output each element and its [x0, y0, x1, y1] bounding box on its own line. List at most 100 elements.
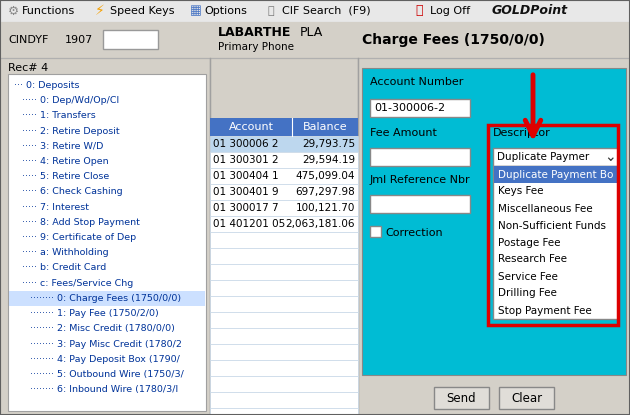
FancyBboxPatch shape — [9, 291, 205, 306]
FancyBboxPatch shape — [210, 376, 358, 392]
Text: 697,297.98: 697,297.98 — [295, 187, 355, 197]
Text: CIF Search  (F9): CIF Search (F9) — [282, 6, 370, 16]
FancyBboxPatch shape — [362, 68, 626, 375]
Text: 475,099.04: 475,099.04 — [295, 171, 355, 181]
FancyBboxPatch shape — [210, 248, 358, 264]
Text: ····· 3: Retire W/D: ····· 3: Retire W/D — [22, 142, 103, 151]
FancyBboxPatch shape — [210, 280, 358, 296]
Text: 29,594.19: 29,594.19 — [302, 155, 355, 165]
Text: 2,063,181.06: 2,063,181.06 — [285, 219, 355, 229]
Text: Miscellaneous Fee: Miscellaneous Fee — [498, 203, 593, 213]
Text: Postage Fee: Postage Fee — [498, 237, 561, 247]
Text: ········ 4: Pay Deposit Box (1790/: ········ 4: Pay Deposit Box (1790/ — [30, 355, 180, 364]
FancyBboxPatch shape — [210, 200, 358, 216]
Text: ····· 5: Retire Close: ····· 5: Retire Close — [22, 172, 109, 181]
Text: Service Fee: Service Fee — [498, 271, 558, 281]
Text: ··· 0: Deposits: ··· 0: Deposits — [14, 81, 79, 90]
Text: PLA: PLA — [300, 25, 323, 39]
Text: Account Number: Account Number — [370, 77, 464, 87]
Text: ········ 5: Outbound Wire (1750/3/: ········ 5: Outbound Wire (1750/3/ — [30, 370, 184, 379]
Text: ····· b: Credit Card: ····· b: Credit Card — [22, 264, 106, 273]
Text: Research Fee: Research Fee — [498, 254, 567, 264]
FancyBboxPatch shape — [358, 58, 630, 415]
Text: Rec# 4: Rec# 4 — [8, 63, 49, 73]
Text: ········ 6: Inbound Wire (1780/3/l: ········ 6: Inbound Wire (1780/3/l — [30, 385, 178, 394]
Text: Correction: Correction — [385, 228, 443, 238]
Text: ····· 4: Retire Open: ····· 4: Retire Open — [22, 157, 108, 166]
FancyBboxPatch shape — [103, 30, 158, 49]
Text: ········ 1: Pay Fee (1750/2/0): ········ 1: Pay Fee (1750/2/0) — [30, 309, 159, 318]
FancyBboxPatch shape — [370, 148, 470, 166]
FancyBboxPatch shape — [370, 195, 470, 213]
FancyBboxPatch shape — [210, 58, 358, 415]
FancyBboxPatch shape — [210, 168, 358, 184]
Text: GOLDPoint: GOLDPoint — [492, 5, 568, 17]
Text: ⚡: ⚡ — [95, 4, 105, 18]
FancyBboxPatch shape — [8, 74, 206, 411]
FancyBboxPatch shape — [210, 216, 358, 232]
Text: ····· 6: Check Cashing: ····· 6: Check Cashing — [22, 188, 123, 196]
FancyBboxPatch shape — [210, 312, 358, 328]
Text: Drilling Fee: Drilling Fee — [498, 288, 557, 298]
FancyBboxPatch shape — [210, 184, 358, 200]
Text: CINDYF: CINDYF — [8, 35, 49, 45]
Text: Stop Payment Fee: Stop Payment Fee — [498, 305, 592, 315]
Text: Log Off: Log Off — [430, 6, 470, 16]
Text: 01 300017 7: 01 300017 7 — [213, 203, 278, 213]
FancyBboxPatch shape — [210, 264, 358, 280]
Text: 01 300404 1: 01 300404 1 — [213, 171, 278, 181]
FancyBboxPatch shape — [494, 166, 617, 183]
Text: Non-Sufficient Funds: Non-Sufficient Funds — [498, 220, 606, 230]
Text: ········ 0: Charge Fees (1750/0/0): ········ 0: Charge Fees (1750/0/0) — [30, 294, 181, 303]
FancyBboxPatch shape — [370, 226, 381, 237]
Text: ⌄: ⌄ — [604, 150, 616, 164]
Text: Duplicate Paymer: Duplicate Paymer — [497, 152, 589, 162]
Text: Speed Keys: Speed Keys — [110, 6, 175, 16]
Text: ····· 2: Retire Deposit: ····· 2: Retire Deposit — [22, 127, 120, 136]
Text: Charge Fees (1750/0/0): Charge Fees (1750/0/0) — [362, 33, 545, 47]
FancyBboxPatch shape — [370, 99, 470, 117]
FancyBboxPatch shape — [434, 387, 489, 409]
Text: Duplicate Payment Bo: Duplicate Payment Bo — [498, 169, 614, 180]
Text: Keys Fee: Keys Fee — [498, 186, 544, 196]
FancyBboxPatch shape — [210, 408, 358, 415]
Text: Balance: Balance — [302, 122, 347, 132]
FancyBboxPatch shape — [210, 392, 358, 408]
FancyBboxPatch shape — [210, 118, 358, 136]
Text: ····· a: Withholding: ····· a: Withholding — [22, 248, 108, 257]
Text: Jml Reference Nbr: Jml Reference Nbr — [370, 175, 471, 185]
FancyBboxPatch shape — [0, 0, 630, 22]
Text: 01 300401 9: 01 300401 9 — [213, 187, 278, 197]
Text: 01 300301 2: 01 300301 2 — [213, 155, 278, 165]
FancyBboxPatch shape — [0, 22, 630, 58]
Text: ····· 1: Transfers: ····· 1: Transfers — [22, 112, 96, 120]
Text: Clear: Clear — [511, 391, 542, 405]
Text: Fee Amount: Fee Amount — [370, 128, 437, 138]
Text: 01 401201 05: 01 401201 05 — [213, 219, 285, 229]
Text: 01 300006 2: 01 300006 2 — [213, 139, 278, 149]
Text: 🔍: 🔍 — [268, 6, 275, 16]
Text: ····· 8: Add Stop Payment: ····· 8: Add Stop Payment — [22, 218, 140, 227]
FancyBboxPatch shape — [493, 148, 618, 166]
Text: Functions: Functions — [22, 6, 75, 16]
Text: Options: Options — [204, 6, 247, 16]
FancyBboxPatch shape — [210, 232, 358, 248]
FancyBboxPatch shape — [493, 166, 618, 319]
Text: ····· 9: Certificate of Dep: ····· 9: Certificate of Dep — [22, 233, 136, 242]
FancyBboxPatch shape — [210, 152, 358, 168]
Text: Account: Account — [229, 122, 273, 132]
Text: 1907: 1907 — [65, 35, 93, 45]
Text: ····· c: Fees/Service Chg: ····· c: Fees/Service Chg — [22, 279, 134, 288]
FancyBboxPatch shape — [210, 328, 358, 344]
FancyBboxPatch shape — [0, 58, 210, 415]
Text: 01-300006-2: 01-300006-2 — [374, 103, 445, 113]
FancyBboxPatch shape — [210, 360, 358, 376]
Text: ········ 3: Pay Misc Credit (1780/2: ········ 3: Pay Misc Credit (1780/2 — [30, 339, 182, 349]
Text: ········ 2: Misc Credit (1780/0/0): ········ 2: Misc Credit (1780/0/0) — [30, 324, 175, 333]
Text: ▦: ▦ — [190, 5, 202, 17]
Text: 29,793.75: 29,793.75 — [302, 139, 355, 149]
Text: Descriptor: Descriptor — [493, 128, 551, 138]
FancyBboxPatch shape — [210, 136, 358, 152]
Text: 100,121.70: 100,121.70 — [295, 203, 355, 213]
Text: LABARTHE: LABARTHE — [218, 25, 291, 39]
